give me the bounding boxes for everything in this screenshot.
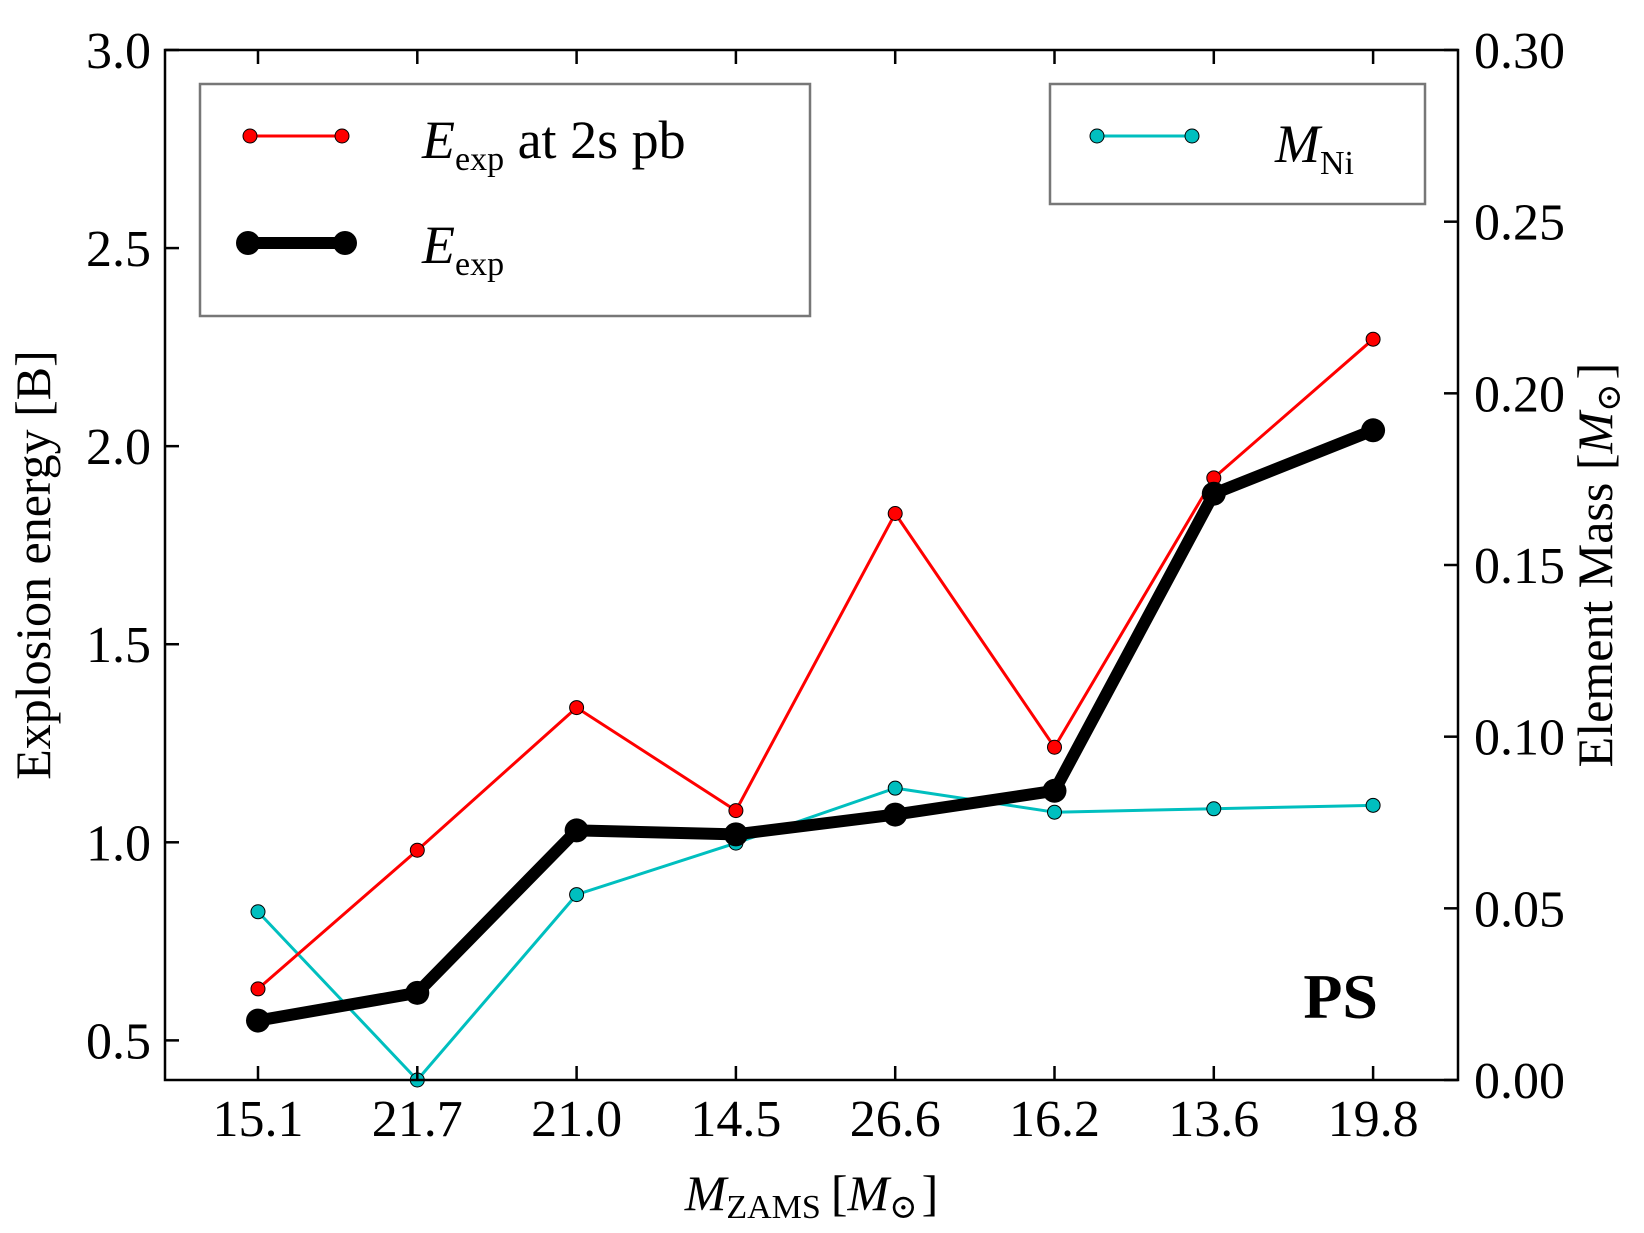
data-point (1047, 804, 1062, 820)
legend-swatch-marker-red (334, 128, 350, 144)
legend-label-var: E (421, 110, 455, 170)
panel-annotation: PS (1303, 961, 1378, 1032)
y-right-title-var: M (1567, 409, 1623, 454)
legend-label-suffix: at 2s pb (504, 110, 686, 170)
data-point (1201, 481, 1226, 506)
legend-label-var: M (1274, 114, 1323, 174)
x-tick-label: 15.1 (213, 1091, 304, 1148)
series-layer (246, 331, 1386, 1088)
x-axis-unit-close: ] (922, 1165, 939, 1221)
legend-label-var: E (421, 215, 455, 275)
x-axis-unit-var: M (846, 1165, 891, 1221)
data-point (728, 803, 744, 819)
y-left-tick-label: 2.5 (86, 221, 151, 278)
x-tick-label: 16.2 (1009, 1091, 1100, 1148)
y-right-tick-label: 0.00 (1474, 1053, 1565, 1110)
series-e-exp-at-2s-pb (250, 331, 1381, 997)
legend-swatch-marker-black (236, 231, 260, 255)
data-point (1361, 418, 1386, 443)
legend-label-sub: exp (455, 141, 504, 178)
legend-left-frame (198, 82, 812, 318)
y-right-tick-label: 0.30 (1474, 23, 1565, 80)
x-axis-title: MZAMS [M⊙] (684, 1165, 939, 1226)
ticks-layer: 15.1 21.7 21.0 14.5 26.6 16.2 13.6 19.8 0.5 1.0 1.… (86, 23, 1565, 1148)
data-point (887, 780, 903, 796)
x-axis-unit-sub: ⊙ (889, 1189, 918, 1226)
x-tick-label: 14.5 (690, 1091, 781, 1148)
data-point (1047, 739, 1062, 755)
data-point (250, 981, 266, 997)
legend-label-mni: MNi (1274, 114, 1354, 182)
data-point (883, 802, 908, 827)
data-point (405, 980, 430, 1005)
x-tick-label: 19.8 (1328, 1091, 1419, 1148)
y-right-tick-label: 0.15 (1474, 538, 1565, 595)
y-left-tick-label: 0.5 (86, 1013, 151, 1070)
y-right-tick-label: 0.25 (1474, 195, 1565, 252)
y-left-tick-label: 3.0 (86, 23, 151, 80)
x-axis-sub: ZAMS (726, 1189, 820, 1226)
y-left-tick-label: 1.5 (86, 617, 151, 674)
x-tick-label: 26.6 (850, 1091, 941, 1148)
data-point (246, 1008, 270, 1033)
y-left-tick-label: 2.0 (86, 419, 151, 476)
legend-label-eexp-2s: Eexp at 2s pb (421, 110, 686, 178)
y-axis-left-title: Explosion energy [B] (5, 350, 61, 780)
data-point (569, 700, 585, 716)
legend-right-frame (1048, 82, 1427, 206)
data-point (887, 506, 903, 521)
legend-right: MNi (1048, 82, 1427, 206)
series-line (256, 424, 1376, 1027)
legend-swatch-marker-cyan (1184, 128, 1200, 144)
data-point (409, 842, 425, 858)
data-point (1206, 801, 1222, 817)
y-right-tick-label: 0.20 (1474, 366, 1565, 423)
data-point (569, 887, 585, 903)
x-tick-label: 13.6 (1168, 1091, 1259, 1148)
y-right-tick-label: 0.05 (1474, 881, 1565, 938)
x-tick-label: 21.7 (372, 1091, 463, 1148)
data-point (250, 904, 266, 920)
y-left-tick-label: 1.0 (86, 815, 151, 872)
legend-label-sub: exp (455, 246, 504, 283)
legend-swatch-marker-red (242, 128, 258, 144)
y-right-title-close: ] (1567, 363, 1623, 380)
y-right-title-sub: ⊙ (1591, 383, 1628, 412)
data-point (564, 818, 589, 843)
y-right-title-text: Element Mass [ (1567, 453, 1623, 767)
series-line (256, 786, 1374, 1082)
x-axis-var: M (684, 1165, 729, 1221)
series-line (257, 338, 1375, 991)
x-axis-unit-open: [ (831, 1165, 848, 1221)
y-axis-right-title: Element Mass [M⊙] (1567, 363, 1628, 768)
legend-label-eexp: Eexp (421, 215, 504, 283)
legend-swatch-marker-black (333, 231, 357, 255)
data-point (723, 822, 748, 847)
legend-label-sub: Ni (1320, 145, 1354, 182)
legend-left: Eexp at 2s pb Eexp (198, 82, 812, 318)
data-point (1042, 778, 1067, 803)
y-right-tick-label: 0.10 (1474, 710, 1565, 767)
series-e-exp (246, 418, 1386, 1033)
data-point (1365, 331, 1381, 347)
x-tick-label: 21.0 (531, 1091, 622, 1148)
legend-swatch-marker-cyan (1089, 128, 1105, 144)
data-point (1365, 797, 1381, 813)
